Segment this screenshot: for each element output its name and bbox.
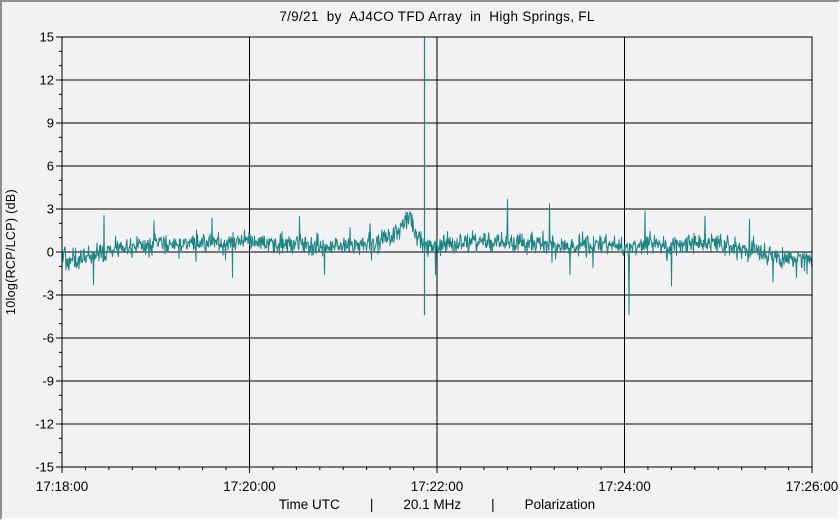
footer-frequency-label: 20.1 MHz — [403, 497, 462, 512]
footer-polarization-label: Polarization — [524, 497, 596, 512]
x-tick-label: 17:18:00 — [35, 479, 89, 494]
footer-time-utc-label: Time UTC — [278, 497, 340, 512]
y-tick-label: -9 — [42, 373, 54, 389]
y-tick-label: 0 — [46, 244, 54, 260]
y-tick-label: 3 — [46, 201, 54, 217]
x-tick-label: 17:22:00 — [410, 479, 464, 494]
x-tick-label: 17:20:00 — [223, 479, 276, 494]
y-tick-label: 9 — [46, 115, 54, 131]
footer-separator: | — [491, 497, 495, 512]
y-tick-label: -12 — [35, 416, 54, 432]
y-tick-label: -15 — [35, 459, 54, 475]
y-tick-label: -6 — [42, 330, 54, 346]
plot-border — [61, 36, 813, 468]
x-tick-label: 17:26:00 — [785, 479, 839, 494]
footer-separator: | — [369, 497, 374, 512]
y-tick-label: -3 — [42, 287, 54, 303]
x-tick-label: 17:24:00 — [598, 479, 651, 494]
chart-title: 7/9/21 by AJ4CO TFD Array in High Spring… — [279, 9, 595, 24]
footer-caption: Time UTC | 20.1 MHz | Polarization — [62, 497, 812, 512]
polarization-trace — [61, 198, 813, 316]
y-tick-label: 6 — [46, 158, 54, 174]
y-tick-label: 12 — [39, 72, 54, 88]
y-tick-label: 15 — [39, 29, 54, 45]
